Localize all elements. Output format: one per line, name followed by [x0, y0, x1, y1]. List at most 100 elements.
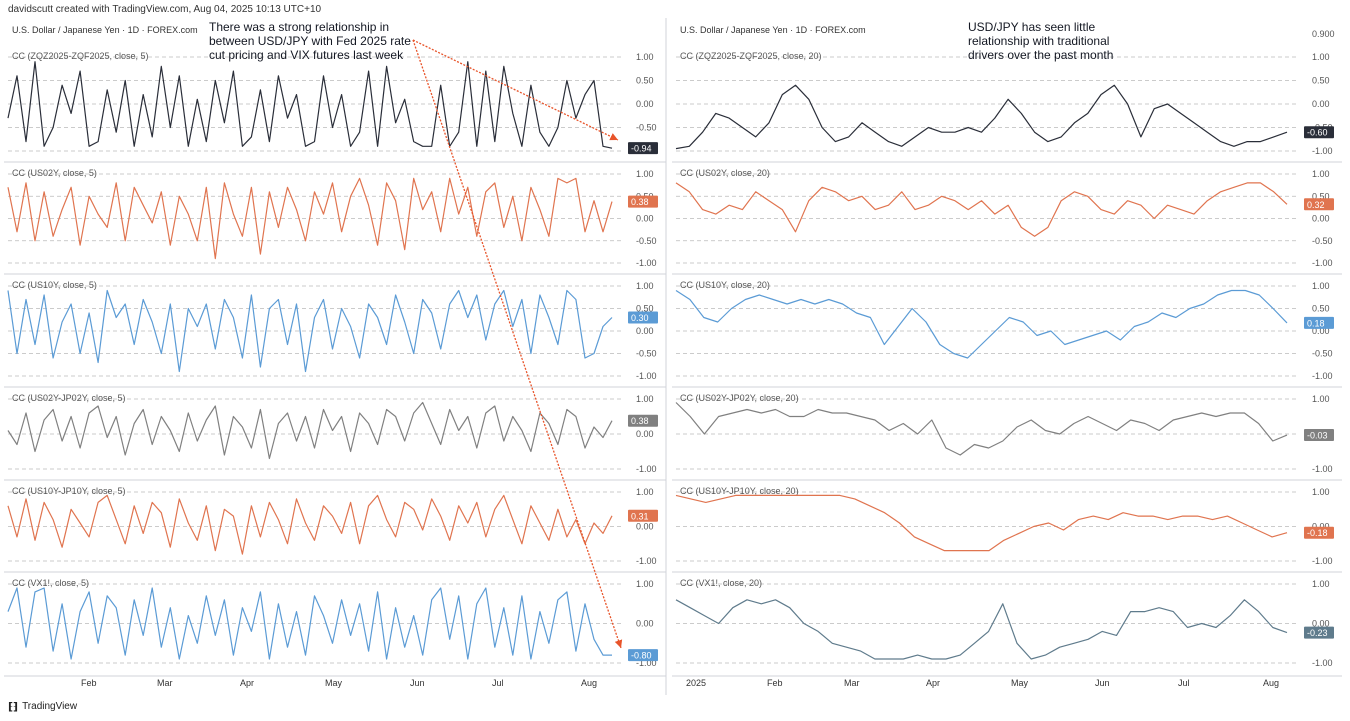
last-value-label: 0.18: [1307, 318, 1325, 328]
y-tick-label: 1.00: [636, 169, 654, 179]
series-line: [7, 401, 613, 460]
series-line: [675, 84, 1288, 150]
pane-1-4: 1.00 0.00 -1.00 CC (US02Y-JP02Y, close, 5) 0…: [4, 393, 666, 481]
last-value-badge: [1304, 526, 1334, 539]
series-line: [675, 599, 1288, 660]
x-tick-label: Apr: [240, 678, 254, 688]
series-line: [675, 402, 1288, 456]
y-tick-label: 0.00: [636, 326, 654, 336]
last-value-badge: [1304, 626, 1334, 639]
annotation-right-line-3: drivers over the past month: [968, 48, 1114, 62]
x-tick-label: Jun: [410, 678, 425, 688]
chart-top-tick: 0.900: [1312, 29, 1335, 39]
pane-label: CC (US10Y-JP10Y, close, 5): [12, 486, 126, 496]
pane-1-5: 1.00 0.00 -1.00 CC (US10Y-JP10Y, close, 5) 0…: [4, 486, 666, 573]
last-value-label: -0.03: [1307, 431, 1328, 441]
chart-title-1: U.S. Dollar / Japanese Yen · 1D · FOREX.…: [12, 25, 198, 35]
pane-label: CC (VX1!, close, 5): [12, 578, 89, 588]
pane-label: CC (US10Y, close, 5): [12, 280, 97, 290]
pane-label: CC (ZQZ2025-ZQF2025, close, 5): [12, 51, 149, 61]
annotation-left: There was a strong relationship in betwe…: [209, 20, 439, 62]
y-tick-label: -0.50: [1312, 236, 1333, 246]
y-tick-label: 0.50: [1312, 76, 1330, 86]
chart-panel-1: U.S. Dollar / Japanese Yen · 1D · FOREX.…: [4, 25, 666, 688]
pane-label: CC (US02Y-JP02Y, close, 5): [12, 393, 126, 403]
y-tick-label: 0.00: [1312, 99, 1330, 109]
y-tick-label: 1.00: [1312, 579, 1330, 589]
x-tick-label: Jul: [1178, 678, 1190, 688]
x-tick-label: Jul: [492, 678, 504, 688]
last-value-label: -0.23: [1307, 628, 1328, 638]
last-value-badge: [1304, 198, 1334, 211]
last-value-badge: [1304, 126, 1334, 139]
footer-brand: ⁅⁆ TradingView: [8, 700, 77, 713]
y-tick-label: 1.00: [1312, 169, 1330, 179]
annotation-arrow-fed: [412, 39, 619, 141]
footer-brand-label: TradingView: [22, 701, 78, 712]
y-tick-label: 0.50: [636, 304, 654, 314]
annotation-right-line-2: relationship with traditional: [968, 34, 1110, 48]
annotation-left-line-2: between USD/JPY with Fed 2025 rate: [209, 34, 411, 48]
y-tick-label: -1.00: [1312, 658, 1333, 668]
last-value-label: -0.18: [1307, 528, 1328, 538]
y-tick-label: -1.00: [1312, 258, 1333, 268]
y-tick-label: 0.00: [1312, 522, 1330, 532]
y-tick-label: 0.00: [636, 214, 654, 224]
last-value-badge: [628, 649, 658, 662]
annotation-left-line-3: cut pricing and VIX futures last week: [209, 48, 404, 62]
y-tick-label: -1.00: [1312, 371, 1333, 381]
pane-label: CC (US02Y-JP02Y, close, 20): [680, 393, 799, 403]
pane-label: CC (ZQZ2025-ZQF2025, close, 20): [680, 51, 822, 61]
attribution: davidscutt created with TradingView.com,…: [8, 4, 322, 15]
series-line: [7, 494, 613, 555]
last-value-label: 0.38: [631, 197, 649, 207]
y-tick-label: 1.00: [636, 394, 654, 404]
pane-label: CC (US02Y, close, 5): [12, 168, 97, 178]
x-tick-label: May: [325, 678, 343, 688]
x-tick-label: Jun: [1095, 678, 1110, 688]
y-tick-label: -0.50: [636, 349, 657, 359]
y-tick-label: 0.00: [636, 429, 654, 439]
y-tick-label: -1.00: [1312, 146, 1333, 156]
last-value-label: 0.31: [631, 511, 649, 521]
last-value-label: -0.94: [631, 144, 652, 154]
x-tick-label: Feb: [767, 678, 783, 688]
pane-1-6: 1.00 0.00 -1.00 CC (VX1!, close, 5) -0.80: [7, 578, 658, 668]
last-value-badge: [1304, 429, 1334, 442]
pane-2-2: 1.00 0.50 0.00 -0.50 -1.00 CC (US02Y, close, …: [672, 168, 1342, 275]
x-tick-label: Mar: [157, 678, 173, 688]
chart-panel-2: U.S. Dollar / Japanese Yen · 1D · FOREX.…: [672, 25, 1342, 688]
pane-2-3: 1.00 0.50 0.00 -0.50 -1.00 CC (US10Y, close, …: [672, 280, 1342, 388]
y-tick-label: 1.00: [636, 281, 654, 291]
series-line: [675, 289, 1288, 359]
last-value-badge: [628, 311, 658, 324]
y-tick-label: -1.00: [1312, 556, 1333, 566]
last-value-badge: [628, 142, 658, 155]
last-value-badge: [628, 195, 658, 208]
y-tick-label: -1.00: [636, 556, 657, 566]
y-tick-label: 1.00: [1312, 52, 1330, 62]
y-tick-label: 0.00: [1312, 326, 1330, 336]
x-tick-label: Feb: [81, 678, 97, 688]
y-tick-label: 0.50: [1312, 304, 1330, 314]
y-tick-label: -0.50: [636, 123, 657, 133]
y-tick-label: -1.00: [636, 464, 657, 474]
last-value-label: 0.30: [631, 313, 649, 323]
y-tick-label: 0.00: [636, 619, 654, 629]
annotation-left-line-1: There was a strong relationship in: [209, 20, 390, 34]
y-tick-label: 0.50: [636, 76, 654, 86]
pane-label: CC (US10Y-JP10Y, close, 20): [680, 486, 799, 496]
x-tick-label: Apr: [926, 678, 940, 688]
x-tick-label: Mar: [844, 678, 860, 688]
y-tick-label: 0.00: [636, 522, 654, 532]
x-tick-label: May: [1011, 678, 1029, 688]
annotation-right-line-1: USD/JPY has seen little: [968, 20, 1096, 34]
chart-title-2: U.S. Dollar / Japanese Yen · 1D · FOREX.…: [680, 25, 866, 35]
pane-label: CC (US10Y, close, 20): [680, 280, 770, 290]
y-tick-label: 0.50: [1312, 191, 1330, 201]
y-tick-label: 1.00: [1312, 394, 1330, 404]
